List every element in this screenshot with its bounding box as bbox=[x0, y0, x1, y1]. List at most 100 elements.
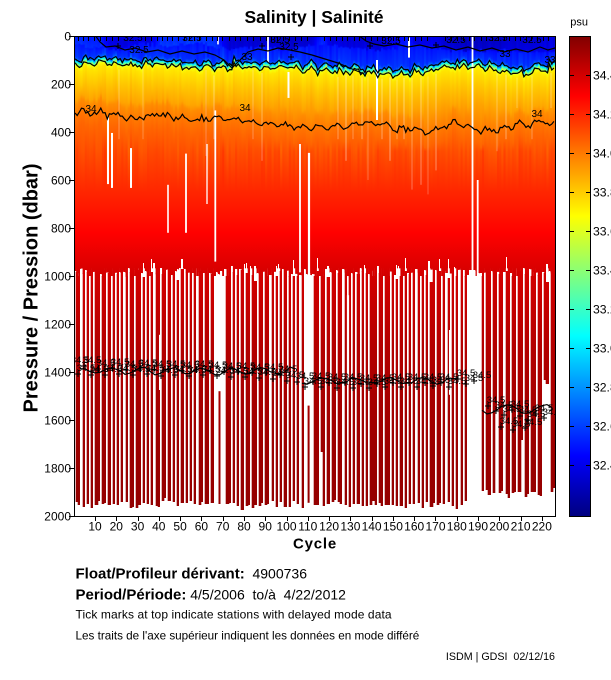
svg-text:33.0: 33.0 bbox=[593, 342, 611, 356]
svg-text:180: 180 bbox=[447, 519, 467, 533]
svg-text:34.5: 34.5 bbox=[83, 355, 102, 366]
svg-text:34.5: 34.5 bbox=[344, 372, 363, 383]
svg-text:34.5: 34.5 bbox=[195, 359, 214, 370]
svg-text:110: 110 bbox=[298, 519, 317, 533]
svg-text:200: 200 bbox=[489, 519, 509, 533]
svg-text:34.5: 34.5 bbox=[202, 364, 221, 375]
svg-text:34.5: 34.5 bbox=[448, 376, 467, 387]
svg-text:34.5: 34.5 bbox=[251, 362, 270, 373]
svg-text:10: 10 bbox=[88, 519, 102, 533]
svg-text:34.5: 34.5 bbox=[360, 373, 379, 384]
svg-text:33.2: 33.2 bbox=[593, 303, 611, 317]
svg-text:80: 80 bbox=[237, 519, 251, 533]
svg-text:120: 120 bbox=[319, 519, 339, 533]
svg-text:210: 210 bbox=[511, 519, 531, 533]
svg-text:33.8: 33.8 bbox=[593, 186, 611, 200]
svg-text:30: 30 bbox=[131, 519, 145, 533]
svg-text:34.5: 34.5 bbox=[111, 357, 130, 368]
svg-text:34: 34 bbox=[85, 104, 97, 115]
svg-text:34.5: 34.5 bbox=[272, 368, 291, 379]
svg-text:2000: 2000 bbox=[44, 509, 71, 523]
svg-text:600: 600 bbox=[51, 173, 71, 187]
svg-text:190: 190 bbox=[468, 519, 488, 533]
svg-text:34.5: 34.5 bbox=[265, 362, 284, 373]
svg-text:1800: 1800 bbox=[44, 461, 71, 475]
svg-text:34: 34 bbox=[239, 103, 251, 114]
svg-text:34.5: 34.5 bbox=[328, 372, 347, 383]
svg-text:34.5: 34.5 bbox=[174, 364, 193, 375]
svg-text:34.5: 34.5 bbox=[511, 399, 530, 410]
svg-text:800: 800 bbox=[51, 221, 71, 235]
svg-text:34.4: 34.4 bbox=[593, 68, 611, 82]
svg-text:1400: 1400 bbox=[44, 365, 71, 379]
svg-text:34.5: 34.5 bbox=[519, 405, 538, 416]
svg-text:Salinity | Salinité: Salinity | Salinité bbox=[244, 7, 383, 27]
svg-text:170: 170 bbox=[425, 519, 445, 533]
svg-text:20: 20 bbox=[110, 519, 124, 533]
svg-text:34.5: 34.5 bbox=[424, 372, 443, 383]
svg-text:Les traits de l'axe supérieur: Les traits de l'axe supérieur indiquent … bbox=[76, 630, 420, 643]
svg-text:34.5: 34.5 bbox=[279, 364, 298, 375]
svg-text:70: 70 bbox=[216, 519, 230, 533]
svg-text:34.5: 34.5 bbox=[118, 363, 137, 374]
svg-text:40: 40 bbox=[152, 519, 166, 533]
svg-text:50: 50 bbox=[173, 519, 187, 533]
svg-text:0: 0 bbox=[64, 29, 71, 43]
svg-text:32.6: 32.6 bbox=[593, 420, 611, 434]
svg-text:34.5: 34.5 bbox=[139, 358, 158, 369]
svg-text:1200: 1200 bbox=[44, 317, 71, 331]
svg-text:34.5: 34.5 bbox=[296, 371, 315, 382]
svg-text:34.5: 34.5 bbox=[392, 372, 411, 383]
svg-text:130: 130 bbox=[340, 519, 360, 533]
svg-text:140: 140 bbox=[362, 519, 382, 533]
svg-text:34.5: 34.5 bbox=[286, 370, 305, 381]
svg-text:34.5: 34.5 bbox=[535, 403, 554, 414]
svg-text:33: 33 bbox=[241, 52, 253, 63]
svg-text:34.5: 34.5 bbox=[167, 359, 186, 370]
svg-text:34.5: 34.5 bbox=[223, 361, 242, 372]
svg-text:Float/Profileur dérivant: 490: Float/Profileur dérivant: 4900736 bbox=[76, 566, 308, 583]
svg-text:32.5: 32.5 bbox=[129, 45, 149, 56]
svg-text:90: 90 bbox=[259, 519, 273, 533]
svg-text:160: 160 bbox=[404, 519, 424, 533]
svg-text:32.5: 32.5 bbox=[123, 33, 143, 44]
svg-text:1000: 1000 bbox=[44, 269, 71, 283]
svg-text:34.5: 34.5 bbox=[440, 372, 459, 383]
svg-text:34.5: 34.5 bbox=[146, 363, 165, 374]
svg-text:34.5: 34.5 bbox=[181, 360, 200, 371]
svg-text:150: 150 bbox=[383, 519, 403, 533]
svg-text:Cycle: Cycle bbox=[293, 535, 337, 552]
svg-text:32.8: 32.8 bbox=[593, 381, 611, 395]
svg-text:34.5: 34.5 bbox=[237, 361, 256, 372]
svg-text:34.0: 34.0 bbox=[593, 147, 611, 161]
svg-text:32.4: 32.4 bbox=[593, 459, 611, 473]
svg-text:34.5: 34.5 bbox=[71, 355, 90, 366]
svg-text:34.5: 34.5 bbox=[244, 366, 263, 377]
svg-text:33.6: 33.6 bbox=[593, 225, 611, 239]
svg-text:Pressure / Pression (dbar): Pressure / Pression (dbar) bbox=[21, 164, 43, 413]
svg-text:33.4: 33.4 bbox=[593, 264, 611, 278]
svg-text:34.5: 34.5 bbox=[408, 372, 427, 383]
svg-text:34.5: 34.5 bbox=[495, 400, 514, 411]
svg-text:ISDM | GDSI 02/12/16: ISDM | GDSI 02/12/16 bbox=[446, 651, 555, 663]
svg-text:psu: psu bbox=[570, 17, 588, 29]
svg-text:32.5: 32.5 bbox=[279, 42, 299, 53]
svg-text:34.5: 34.5 bbox=[104, 364, 123, 375]
svg-text:32.5: 32.5 bbox=[270, 35, 290, 46]
svg-text:220: 220 bbox=[532, 519, 552, 533]
svg-text:34.5: 34.5 bbox=[473, 370, 492, 381]
svg-text:Tick marks at top indicate sta: Tick marks at top indicate stations with… bbox=[76, 608, 392, 622]
svg-text:34.5: 34.5 bbox=[457, 368, 476, 379]
svg-text:32.5: 32.5 bbox=[381, 36, 401, 47]
svg-text:34.5: 34.5 bbox=[376, 373, 395, 384]
svg-text:34.5: 34.5 bbox=[500, 416, 519, 427]
svg-text:Period/Période: 4/5/2006 to/à: Period/Période: 4/5/2006 to/à 4/22/2012 bbox=[76, 587, 347, 604]
svg-text:34.5: 34.5 bbox=[125, 359, 144, 370]
svg-text:34.5: 34.5 bbox=[209, 360, 228, 371]
svg-text:34.5: 34.5 bbox=[543, 407, 562, 418]
svg-text:34.5: 34.5 bbox=[487, 395, 506, 406]
svg-text:100: 100 bbox=[276, 519, 296, 533]
svg-text:34.5: 34.5 bbox=[97, 358, 116, 369]
svg-text:34: 34 bbox=[531, 109, 543, 120]
svg-text:400: 400 bbox=[51, 125, 71, 139]
